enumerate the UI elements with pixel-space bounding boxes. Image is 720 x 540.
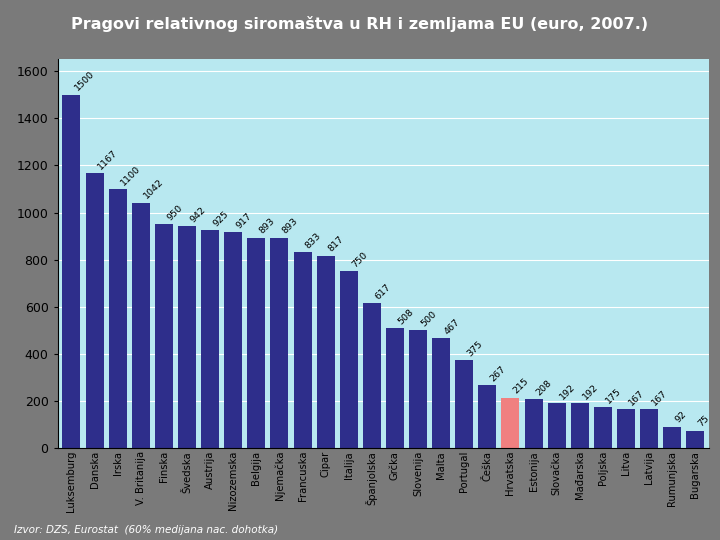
Bar	[686, 430, 704, 448]
Text: 1042: 1042	[142, 178, 166, 201]
Text: 617: 617	[373, 282, 392, 301]
Bar	[478, 385, 496, 448]
Text: 833: 833	[304, 231, 323, 250]
Bar	[155, 224, 173, 448]
Bar	[247, 238, 266, 448]
Bar	[224, 232, 242, 448]
Text: 175: 175	[604, 386, 623, 405]
Text: 917: 917	[235, 211, 253, 230]
Text: 508: 508	[396, 307, 415, 327]
Bar	[132, 202, 150, 448]
Bar	[201, 230, 219, 448]
Bar	[317, 255, 335, 448]
Text: 893: 893	[258, 217, 276, 236]
Bar	[271, 238, 289, 448]
Bar	[63, 94, 81, 448]
Text: 925: 925	[211, 210, 230, 228]
Text: 467: 467	[442, 317, 462, 336]
Text: Pragovi relativnog siromaštva u RH i zemljama EU (euro, 2007.): Pragovi relativnog siromaštva u RH i zem…	[71, 16, 649, 32]
Bar	[548, 403, 566, 448]
Bar	[640, 409, 658, 448]
Text: 192: 192	[581, 382, 600, 401]
Bar	[294, 252, 312, 448]
Text: 817: 817	[327, 235, 346, 254]
Bar	[409, 330, 427, 448]
Text: 75: 75	[696, 414, 711, 429]
Bar	[663, 427, 681, 448]
Bar	[86, 173, 104, 448]
Text: 375: 375	[465, 339, 485, 358]
Text: 167: 167	[627, 388, 647, 407]
Text: 92: 92	[673, 410, 688, 424]
Bar	[571, 403, 589, 448]
Text: 267: 267	[489, 364, 508, 383]
Text: 208: 208	[535, 378, 554, 397]
Text: 1100: 1100	[119, 164, 142, 187]
Bar	[455, 360, 473, 448]
Text: 893: 893	[281, 217, 300, 236]
Text: 942: 942	[188, 205, 207, 224]
Bar	[432, 338, 450, 448]
Bar	[386, 328, 404, 448]
Text: 750: 750	[350, 251, 369, 269]
Text: 1500: 1500	[73, 70, 96, 93]
Bar	[363, 303, 381, 448]
Bar	[340, 272, 358, 448]
Text: Izvor: DZS, Eurostat  (60% medijana nac. dohotka): Izvor: DZS, Eurostat (60% medijana nac. …	[14, 524, 279, 535]
Text: 1167: 1167	[96, 148, 119, 171]
Bar	[109, 189, 127, 448]
Bar	[178, 226, 196, 448]
Text: 950: 950	[165, 204, 184, 222]
Text: 192: 192	[558, 382, 577, 401]
Text: 167: 167	[650, 388, 670, 407]
Bar	[525, 399, 543, 448]
Bar	[594, 407, 612, 448]
Text: 500: 500	[419, 309, 438, 328]
Bar	[501, 397, 520, 448]
Bar	[617, 409, 635, 448]
Text: 215: 215	[512, 376, 531, 396]
